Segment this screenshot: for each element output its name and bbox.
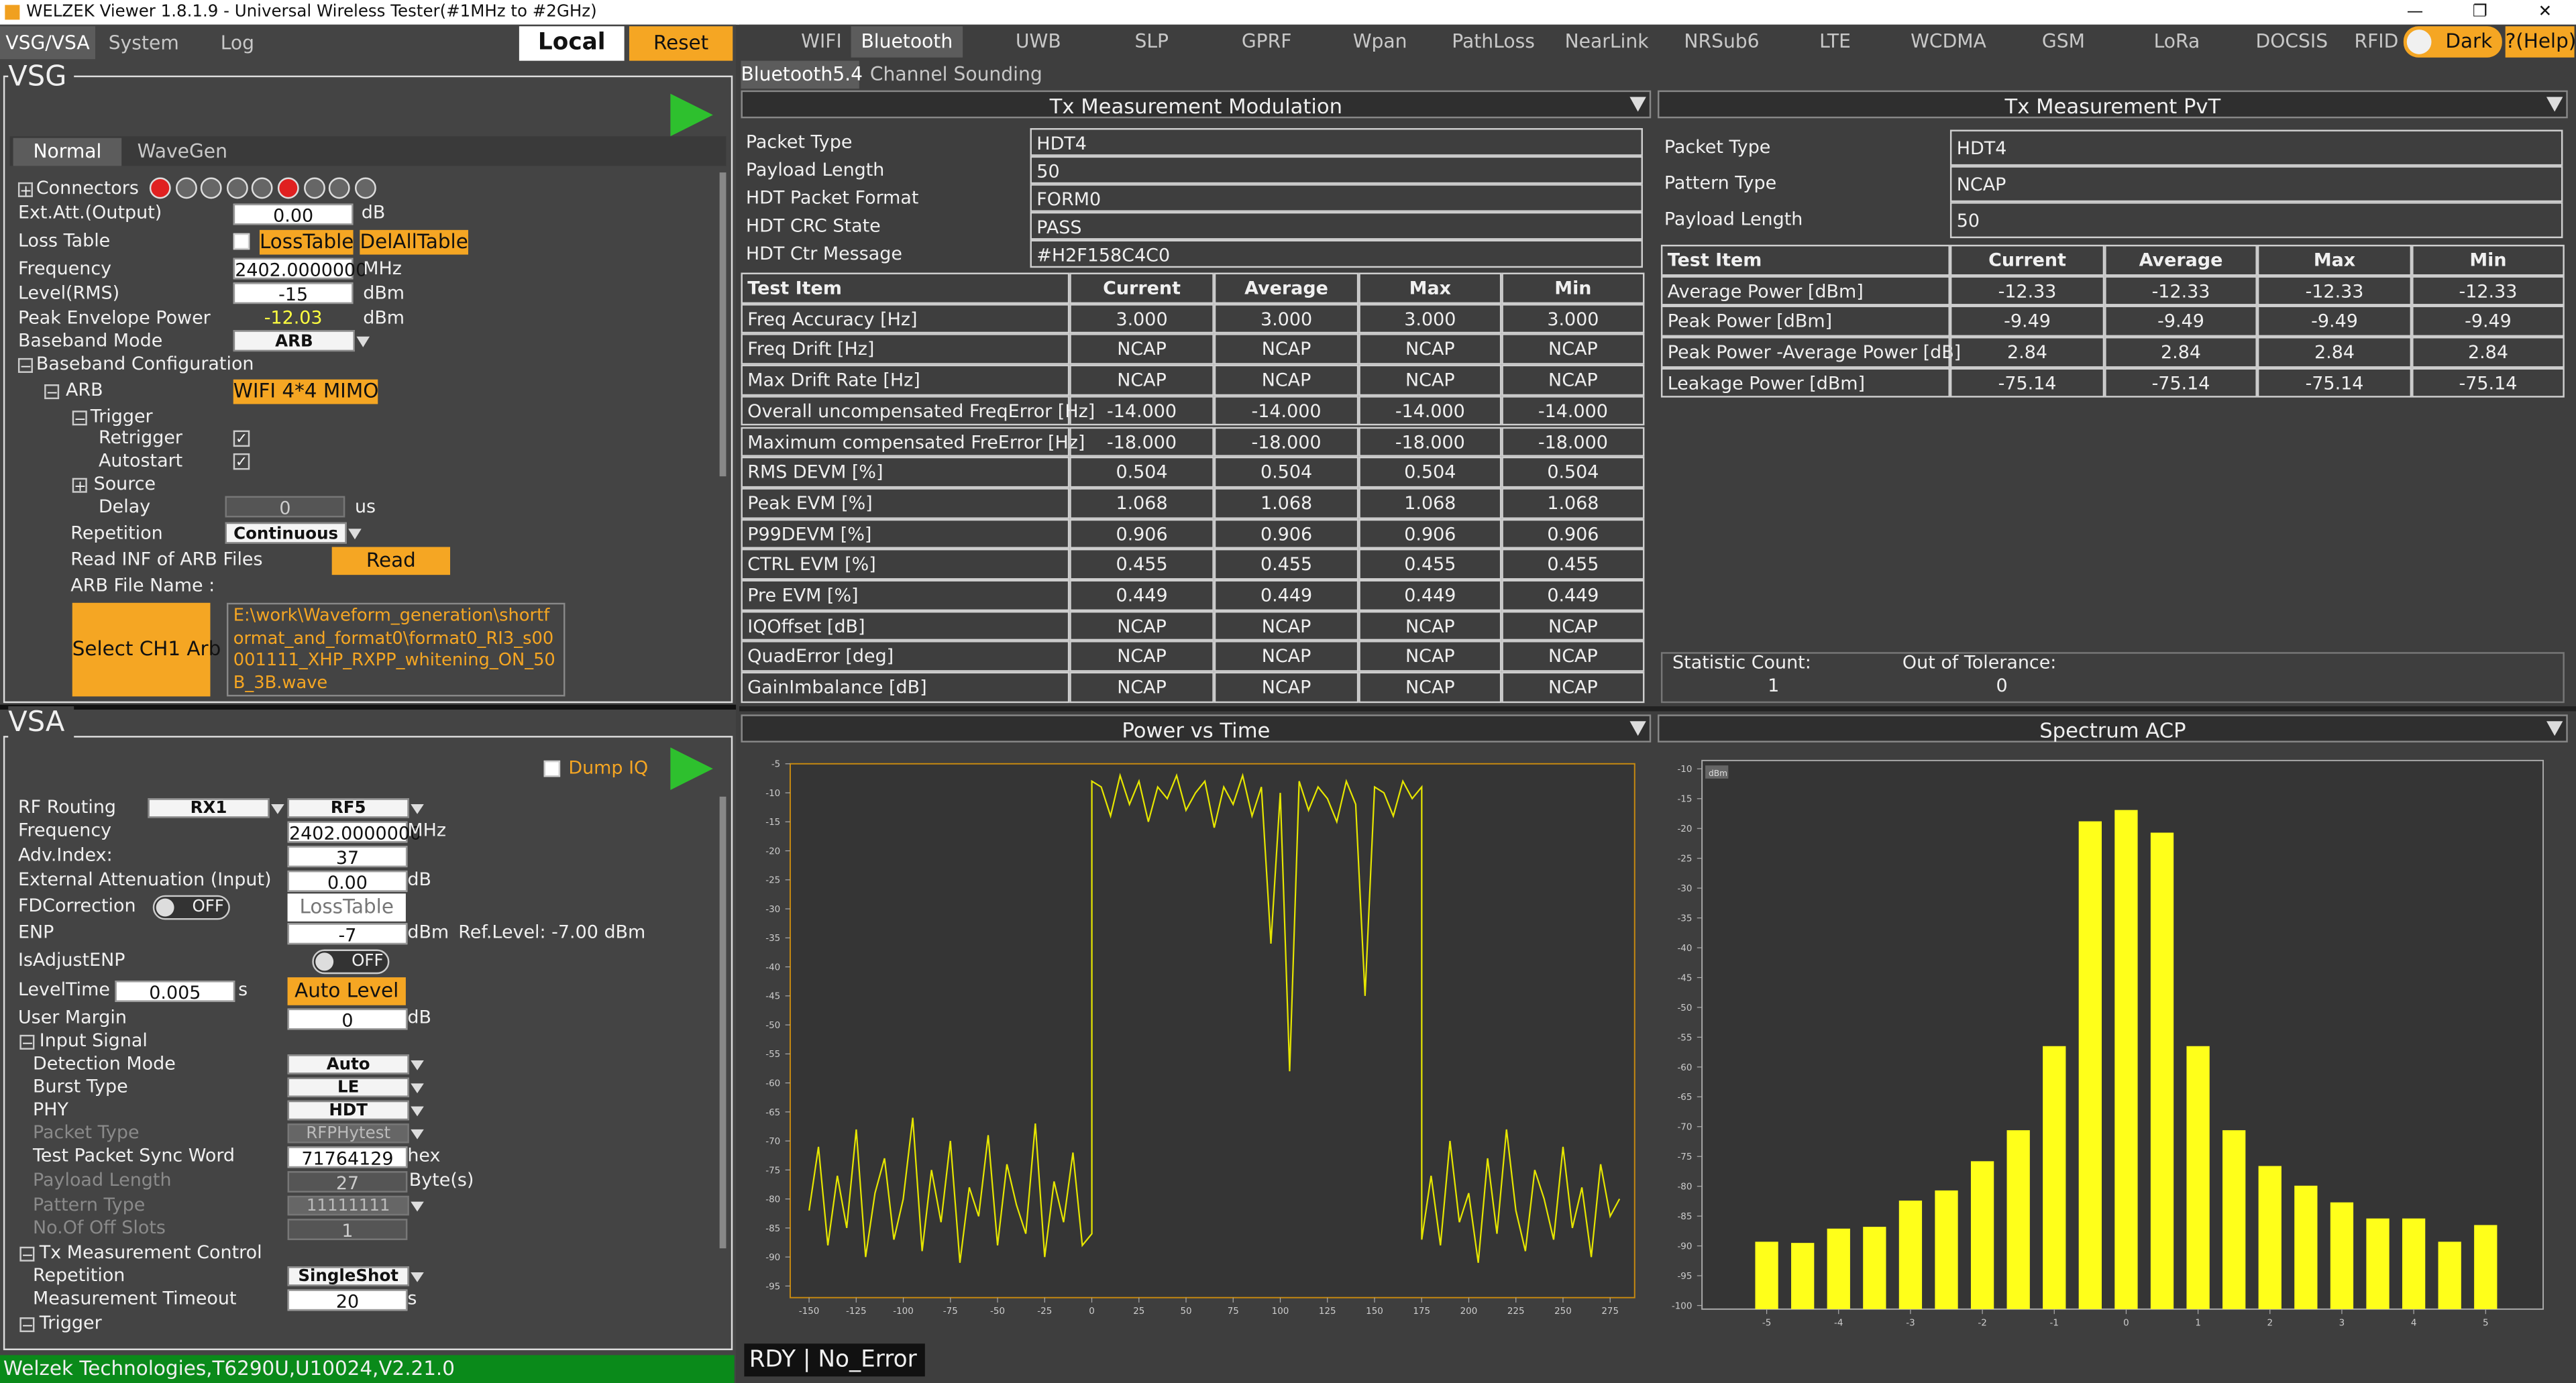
- unit-label: dBm: [1709, 769, 1727, 778]
- bar: [2114, 810, 2137, 1309]
- y-tick-label: -60: [1677, 1063, 1692, 1073]
- x-tick-label: 225: [1507, 1307, 1525, 1317]
- y-tick-label: -65: [765, 1108, 780, 1118]
- x-tick-label: -50: [990, 1307, 1005, 1317]
- bar: [1755, 1241, 1778, 1309]
- y-tick-label: -80: [1677, 1182, 1692, 1193]
- x-tick-label: 50: [1180, 1307, 1191, 1317]
- y-tick-label: -75: [765, 1166, 780, 1176]
- x-tick-label: 4: [2411, 1318, 2417, 1328]
- y-tick-label: -40: [765, 962, 780, 973]
- y-tick-label: -25: [765, 876, 780, 886]
- bar: [2043, 1046, 2065, 1309]
- x-tick-label: 100: [1272, 1307, 1289, 1317]
- x-tick-label: -25: [1037, 1307, 1052, 1317]
- y-tick-label: -95: [765, 1282, 780, 1292]
- bar: [2151, 832, 2174, 1309]
- y-tick-label: -55: [1677, 1033, 1692, 1043]
- bar: [2079, 822, 2102, 1309]
- y-tick-label: -15: [765, 818, 780, 828]
- bar: [1827, 1229, 1850, 1309]
- y-tick-label: -85: [765, 1224, 780, 1234]
- y-tick-label: -50: [765, 1021, 780, 1031]
- y-tick-label: -35: [765, 934, 780, 944]
- x-tick-label: 150: [1366, 1307, 1383, 1317]
- x-tick-label: -4: [1834, 1318, 1843, 1328]
- x-tick-label: 0: [2123, 1318, 2129, 1328]
- x-tick-label: -2: [1978, 1318, 1986, 1328]
- bar: [2330, 1203, 2353, 1309]
- bar: [2474, 1225, 2497, 1309]
- x-tick-label: -75: [943, 1307, 958, 1317]
- y-tick-label: -70: [765, 1137, 780, 1147]
- x-tick-label: -1: [2050, 1318, 2059, 1328]
- bar: [2366, 1219, 2389, 1309]
- x-tick-label: -100: [893, 1307, 914, 1317]
- bar: [1791, 1243, 1814, 1309]
- y-tick-label: -70: [1677, 1123, 1692, 1133]
- y-tick-label: -45: [765, 992, 780, 1002]
- plot-area: [790, 764, 1635, 1298]
- y-tick-label: -100: [1672, 1301, 1693, 1311]
- x-tick-label: 275: [1601, 1307, 1619, 1317]
- y-tick-label: -15: [1677, 795, 1692, 805]
- y-tick-label: -20: [765, 846, 780, 856]
- bar: [2007, 1130, 2030, 1309]
- y-tick-label: -75: [1677, 1152, 1692, 1162]
- bar: [1935, 1191, 1957, 1309]
- x-tick-label: -5: [1762, 1318, 1771, 1328]
- y-tick-label: -45: [1677, 973, 1692, 983]
- x-tick-label: 125: [1319, 1307, 1336, 1317]
- x-tick-label: 0: [1089, 1307, 1095, 1317]
- y-tick-label: -80: [765, 1195, 780, 1205]
- x-tick-label: 175: [1413, 1307, 1430, 1317]
- y-tick-label: -95: [1677, 1272, 1692, 1282]
- y-tick-label: -55: [765, 1050, 780, 1060]
- bar: [2222, 1130, 2245, 1309]
- bar: [1899, 1201, 1922, 1309]
- x-tick-label: 75: [1228, 1307, 1239, 1317]
- x-tick-label: 200: [1460, 1307, 1478, 1317]
- bar: [2402, 1219, 2425, 1309]
- bar: [2294, 1186, 2317, 1309]
- y-tick-label: -90: [765, 1253, 780, 1263]
- x-tick-label: -150: [799, 1307, 820, 1317]
- bar: [1971, 1161, 1994, 1309]
- y-tick-label: -60: [765, 1078, 780, 1089]
- bar: [1863, 1227, 1886, 1309]
- x-tick-label: 3: [2339, 1318, 2345, 1328]
- x-tick-label: 250: [1554, 1307, 1572, 1317]
- x-tick-label: 1: [2195, 1318, 2201, 1328]
- y-tick-label: -40: [1677, 944, 1692, 954]
- y-tick-label: -5: [771, 760, 780, 770]
- y-tick-label: -10: [765, 789, 780, 799]
- y-tick-label: -35: [1677, 914, 1692, 924]
- x-tick-label: 2: [2267, 1318, 2273, 1328]
- x-tick-label: 25: [1133, 1307, 1144, 1317]
- y-tick-label: -65: [1677, 1093, 1692, 1103]
- y-tick-label: -30: [765, 905, 780, 915]
- bar: [2259, 1166, 2282, 1309]
- y-tick-label: -30: [1677, 884, 1692, 894]
- y-tick-label: -90: [1677, 1241, 1692, 1252]
- y-tick-label: -20: [1677, 824, 1692, 834]
- x-tick-label: 5: [2483, 1318, 2489, 1328]
- y-tick-label: -50: [1677, 1003, 1692, 1013]
- x-tick-label: -125: [846, 1307, 867, 1317]
- bar: [2438, 1241, 2461, 1309]
- y-tick-label: -85: [1677, 1212, 1692, 1222]
- x-tick-label: -3: [1906, 1318, 1915, 1328]
- bar: [2186, 1046, 2209, 1309]
- y-tick-label: -10: [1677, 765, 1692, 775]
- y-tick-label: -25: [1677, 854, 1692, 865]
